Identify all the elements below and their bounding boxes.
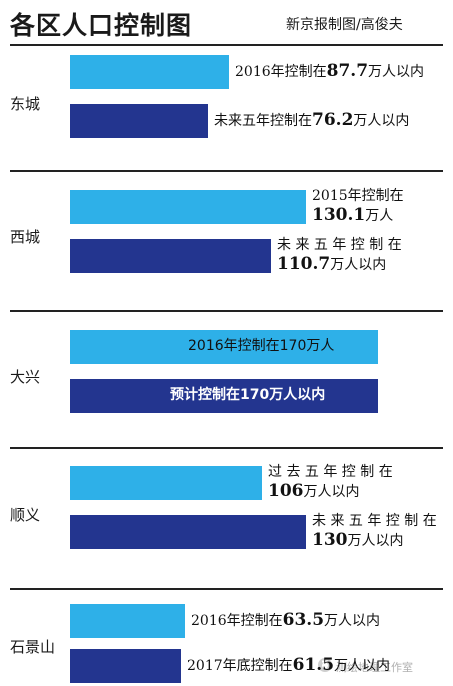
bar-label-text: 万人以内 [324,613,381,629]
bar-label-text: 万人以内 [334,658,391,674]
bar-label-text: 万人 [365,208,394,224]
header-divider [10,44,443,46]
bar-label-text: 未来五年控制在 [214,113,312,129]
bar-light [70,466,262,500]
watermark-text: 测绘地理工作室 [336,661,413,674]
bar-label-text: 万人以内 [303,484,360,500]
chart-credit: 新京报制图/高俊夫 [286,17,403,33]
bar-label-text: 过 去 五 年 控 制 在 [268,464,393,480]
bar-label-text: 2015年控制在 [312,188,404,204]
district-label: 大兴 [10,368,41,386]
bar-dark [70,649,181,683]
bar-label-value: 106 [268,481,304,501]
bar-label-text: 万人以内 [347,533,404,549]
district-label: 石景山 [10,638,56,656]
bar-label-value: 87.7 [326,61,369,81]
bar-light [70,190,306,224]
bar-label-text: 2016年控制在 [191,613,283,629]
camera-logo-icon [318,658,332,672]
bar-label-value: 130.1 [312,205,366,225]
group-divider [10,310,443,312]
bar-dark [70,239,271,273]
bar-label-text: 2017年底控制在 [187,658,293,674]
bar-label-value: 76.2 [312,110,354,130]
bar-label-value: 61.5 [292,655,335,675]
bar-dark [70,104,208,138]
group-divider [10,588,443,590]
bar-dark [70,515,306,549]
bar-label-text: 万人以内 [368,64,425,80]
group-divider [10,170,443,172]
bar-light [70,330,378,364]
district-label: 西城 [10,228,41,246]
bar-label: 过 去 五 年 控 制 在 106万人以内 [268,463,393,502]
chart-title: 各区人口控制图 [10,11,193,40]
bar-label-text: 预计控制在170万人以内 [170,387,326,403]
bar-label-text: 2016年控制在170万人 [188,338,335,354]
bar-light [70,55,229,89]
group-divider [10,447,443,449]
bar-label-value: 110.7 [277,254,331,274]
bar-label-value: 130 [312,530,348,550]
bar-label: 未 来 五 年 控 制 在 130万人以内 [312,512,437,551]
district-label: 顺义 [10,506,41,524]
bar-label: 未来五年控制在76.2万人以内 [214,111,409,131]
bar-label-text: 2016年控制在 [235,64,327,80]
bar-light [70,604,185,638]
bar-label: 2016年控制在87.7万人以内 [235,62,424,82]
bar-label: 2016年控制在63.5万人以内 [191,611,380,631]
bar-label-text: 万人以内 [353,113,410,129]
bar-label: 未 来 五 年 控 制 在 110.7万人以内 [277,236,402,275]
bar-label-value: 63.5 [282,610,325,630]
bar-label: 2017年底控制在61.5万人以内 [187,656,390,676]
district-label: 东城 [10,95,41,113]
bar-dark [70,379,378,413]
bar-label: 2016年控制在170万人 [188,337,334,356]
bar-label: 2015年控制在 130.1万人 [312,187,404,226]
bar-label-text: 未 来 五 年 控 制 在 [277,237,402,253]
bar-label-text: 未 来 五 年 控 制 在 [312,513,437,529]
bar-label-text: 万人以内 [330,257,387,273]
bar-label: 预计控制在170万人以内 [170,386,325,405]
